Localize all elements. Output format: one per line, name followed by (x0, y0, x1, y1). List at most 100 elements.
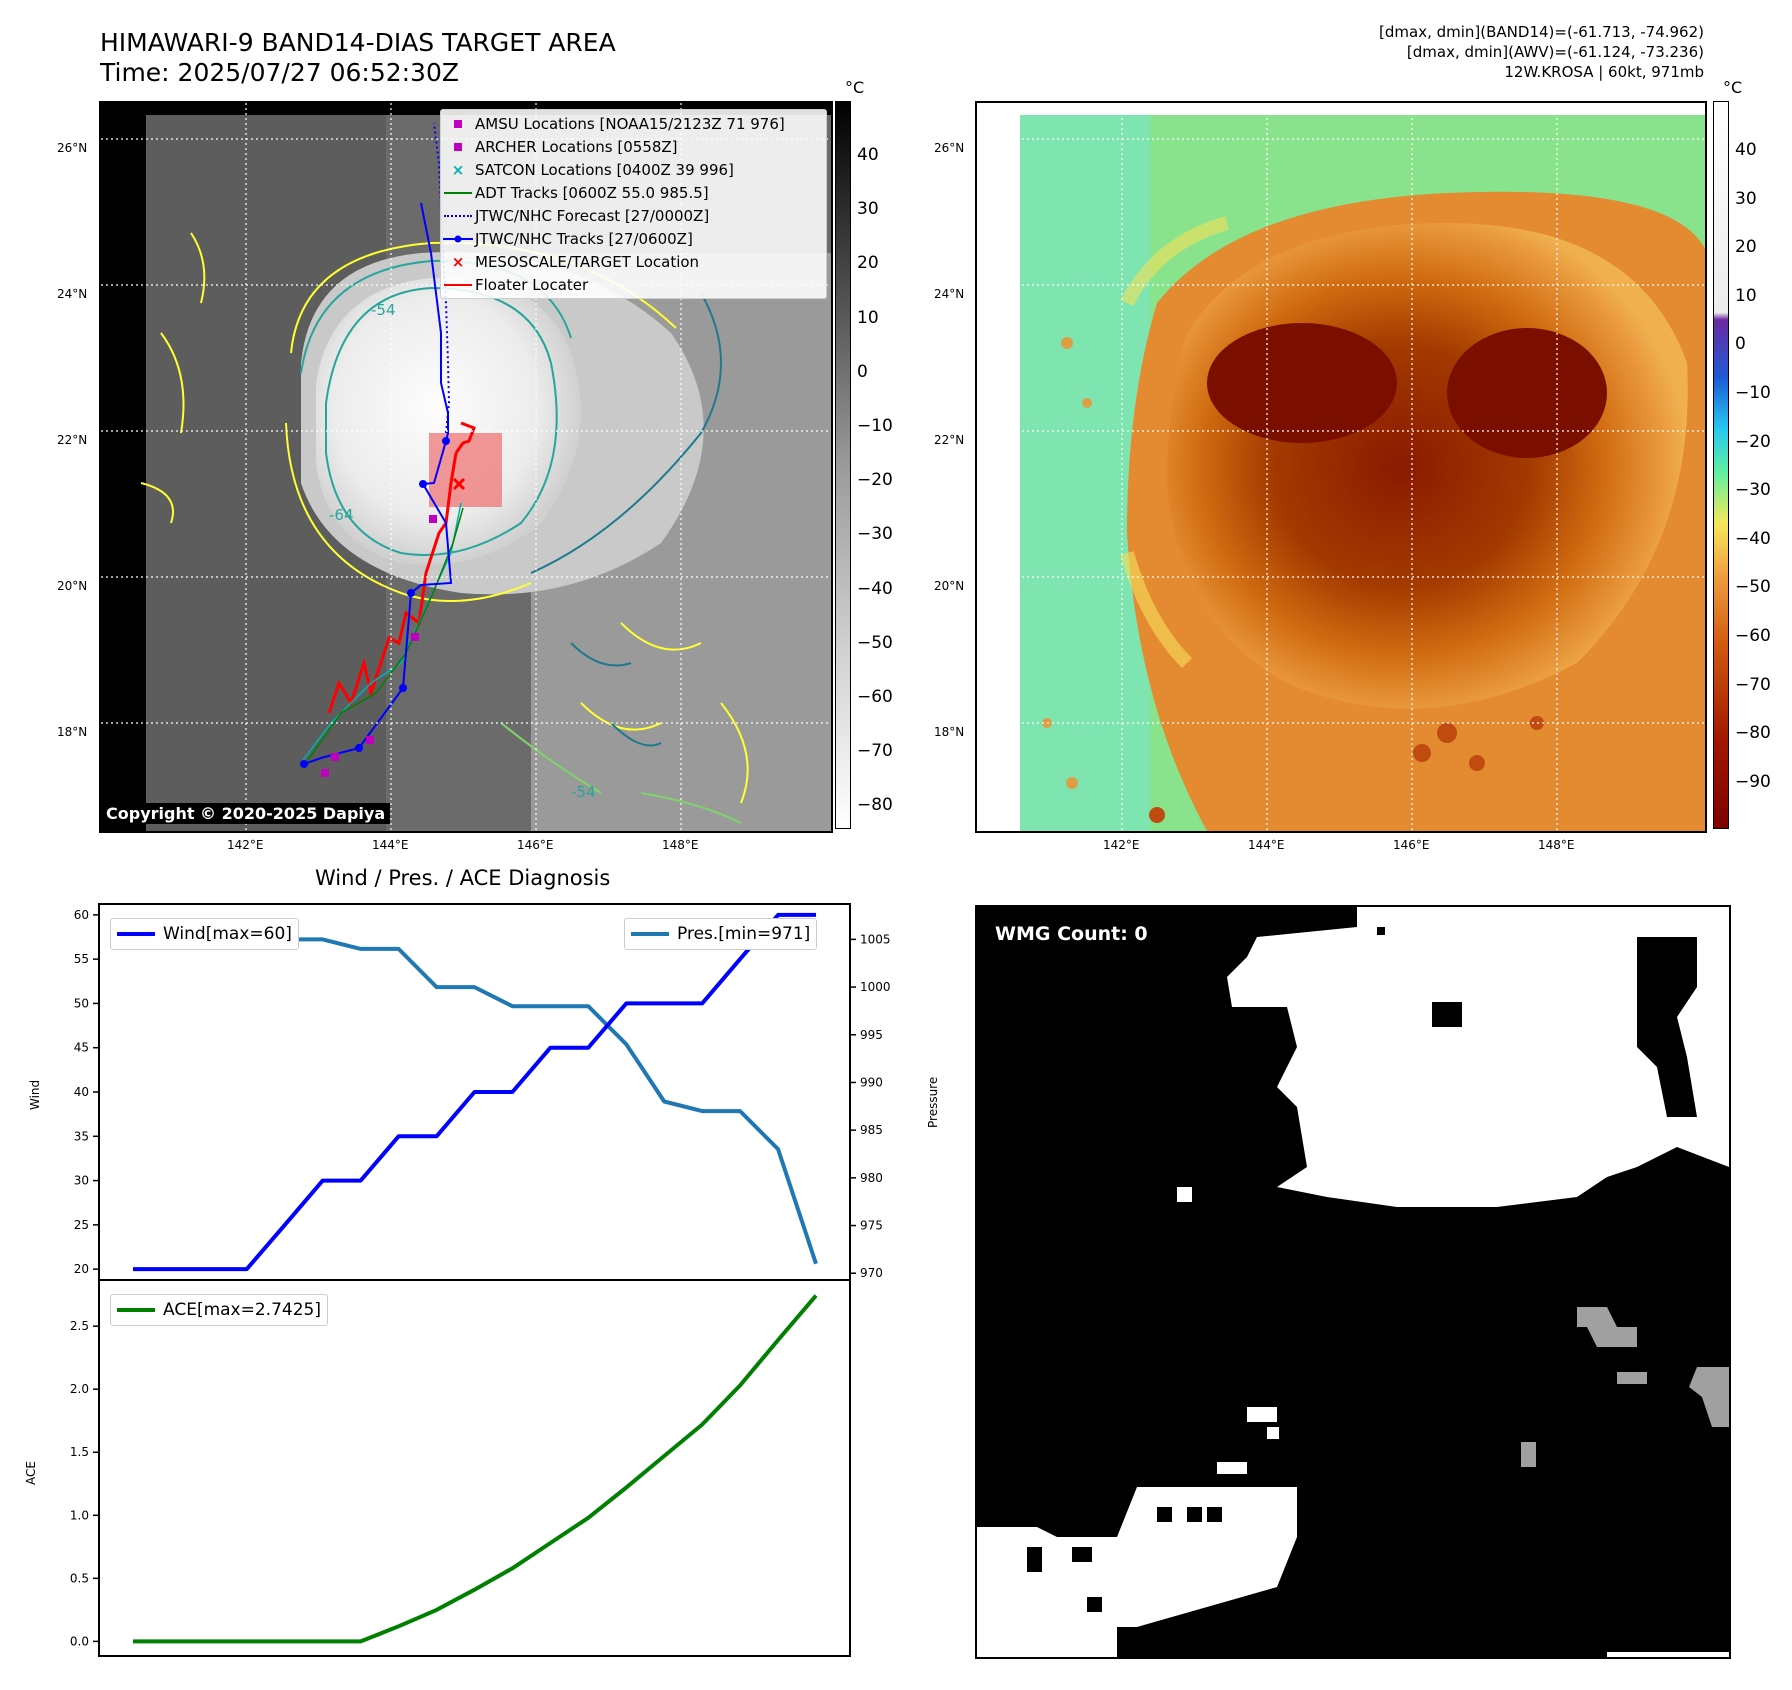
colorbar-tick-label: −30 (857, 524, 893, 545)
wind-legend: Wind[max=60] (110, 918, 299, 950)
diag-chart: 20 25 30 35 40 45 50 55 60 970 975 980 985 990 995 1000… (70, 903, 891, 1657)
archer-marker (429, 515, 437, 523)
colorbar-tick-label: 30 (857, 199, 879, 220)
colorbar-tick-label: 10 (857, 307, 879, 328)
lon-label-146: 146°E (517, 838, 554, 852)
wmg-panel: WMG Count: 0 (975, 905, 1731, 1659)
lon-label-148-right: 148°E (1538, 838, 1575, 852)
pressure-tick-label: 990 (860, 1075, 883, 1089)
ace-tick-label: 0.5 (70, 1571, 89, 1585)
colorbar-tick-label: −60 (857, 687, 893, 707)
legend-target: × MESOSCALE/TARGET Location (451, 252, 700, 271)
lat-label-26-right: 26°N (934, 141, 965, 155)
colorbar-tick-label: −90 (1735, 771, 1771, 792)
colorbar-tick-label: −70 (1735, 674, 1771, 695)
wind-tick-label: 50 (74, 996, 89, 1010)
lat-label-20: 20°N (57, 579, 88, 593)
ace-legend: ACE[max=2.7425] (110, 1294, 328, 1326)
ace-tick-label: 2.0 (70, 1382, 89, 1396)
legend-forecast: JTWC/NHC Forecast [27/0000Z] (441, 204, 826, 227)
ace-tick-label: 1.0 (70, 1508, 89, 1522)
colorbar-tick-label: 20 (857, 253, 879, 274)
pressure-tick-label: 970 (860, 1266, 883, 1280)
map-legend: AMSU Locations [NOAA15/2123Z 71 976] ARC… (440, 109, 827, 299)
colorbar-gray-unit: °C (845, 78, 865, 97)
figure-title: HIMAWARI-9 BAND14-DIAS TARGET AREA (100, 28, 616, 57)
legend-jtwc-tracks: JTWC/NHC Tracks [27/0600Z] (441, 227, 826, 250)
wind-tick-label: 45 (74, 1041, 89, 1055)
colorbar-tick-label: −40 (1735, 528, 1771, 549)
ir-map-panel: -54 -64 -54 Copyright © 2020-2025 Dapiya… (99, 101, 833, 833)
colorbar-color-unit: °C (1723, 78, 1743, 97)
colorbar-tick-label: 10 (1735, 285, 1757, 306)
lon-label-148: 148°E (662, 838, 699, 852)
wmg-mask-image (977, 907, 1729, 1657)
pressure-tick-label: 980 (860, 1171, 883, 1185)
ace-tick-label: 0.0 (70, 1634, 89, 1648)
colorbar-gray (835, 101, 851, 829)
lat-label-22: 22°N (57, 433, 88, 447)
lat-label-20-right: 20°N (934, 579, 965, 593)
ace-series-line (133, 1294, 818, 1644)
pressure-tick-label: 995 (860, 1028, 883, 1042)
lat-label-22-right: 22°N (934, 433, 965, 447)
colorbar-tick-label: 0 (857, 361, 868, 382)
ace-tick-label: 1.5 (70, 1445, 89, 1459)
info-line-3: 12W.KROSA | 60kt, 971mb (1504, 63, 1704, 81)
wind-series-line (133, 912, 816, 1272)
colorbar-tick-label: −20 (857, 470, 893, 491)
lon-label-144-right: 144°E (1248, 838, 1285, 852)
wind-tick-label: 55 (74, 952, 89, 966)
archer-marker (411, 633, 419, 641)
lat-label-24-right: 24°N (934, 287, 965, 301)
colorbar-tick-label: 30 (1735, 188, 1757, 209)
legend-satcon: × SATCON Locations [0400Z 39 996] (451, 160, 734, 179)
lon-label-146-right: 146°E (1393, 838, 1430, 852)
colorbar-tick-label: 40 (1735, 140, 1757, 160)
colorbar-tick-label: −20 (1735, 431, 1771, 452)
figure-time: Time: 2025/07/27 06:52:30Z (100, 58, 459, 87)
jtwc-track-point (399, 684, 407, 692)
lat-label-26: 26°N (57, 141, 88, 155)
colorbar-tick-label: −10 (1735, 383, 1771, 403)
colorbar-tick-label: −30 (1735, 480, 1771, 501)
colorbar-tick-label: 40 (857, 145, 879, 165)
legend-archer: ARCHER Locations [0558Z] (441, 135, 826, 158)
pressure-tick-label: 1000 (860, 980, 891, 994)
wind-tick-label: 30 (74, 1174, 89, 1188)
pressure-axis-label: Pressure (926, 1076, 940, 1128)
pressure-tick-label: 975 (860, 1219, 883, 1233)
amsu-marker (331, 753, 339, 761)
color-map-panel (975, 101, 1707, 833)
lat-label-18: 18°N (57, 725, 88, 739)
copyright-label: Copyright © 2020-2025 Dapiya (101, 803, 391, 824)
colorbar-tick-label: −80 (1735, 723, 1771, 744)
colorbar-tick-label: −10 (857, 416, 893, 436)
ace-axes-frame (98, 1279, 851, 1657)
wind-tick-label: 60 (74, 908, 89, 922)
wind-tick-label: 35 (74, 1129, 89, 1143)
colorbar-tick-label: −70 (857, 741, 893, 762)
wind-tick-label: 20 (74, 1262, 89, 1276)
ace-axis-label: ACE (24, 1461, 38, 1485)
color-map-image (977, 103, 1705, 831)
colorbar-tick-label: 20 (1735, 237, 1757, 258)
info-line-1: [dmax, dmin](BAND14)=(-61.713, -74.962) (1379, 23, 1704, 41)
legend-amsu: AMSU Locations [NOAA15/2123Z 71 976] (441, 112, 826, 135)
colorbar-tick-label: 0 (1735, 334, 1746, 355)
legend-floater: Floater Locater (441, 273, 826, 296)
contour-label-mid: -64 (329, 506, 354, 524)
wind-axis-label: Wind (28, 1079, 42, 1110)
colorbar-tick-label: −60 (1735, 626, 1771, 646)
wind-tick-label: 25 (74, 1218, 89, 1232)
amsu-marker (366, 736, 374, 744)
colorbar-tick-label: −50 (857, 632, 893, 653)
colorbar-tick-label: −80 (857, 795, 893, 816)
lon-label-142-right: 142°E (1103, 838, 1140, 852)
lon-label-142: 142°E (227, 838, 264, 852)
legend-adt: ADT Tracks [0600Z 55.0 985.5] (441, 181, 826, 204)
ace-tick-label: 2.5 (70, 1319, 89, 1333)
jtwc-track-point (355, 744, 363, 752)
jtwc-track-point (442, 437, 450, 445)
lat-label-18-right: 18°N (934, 725, 965, 739)
